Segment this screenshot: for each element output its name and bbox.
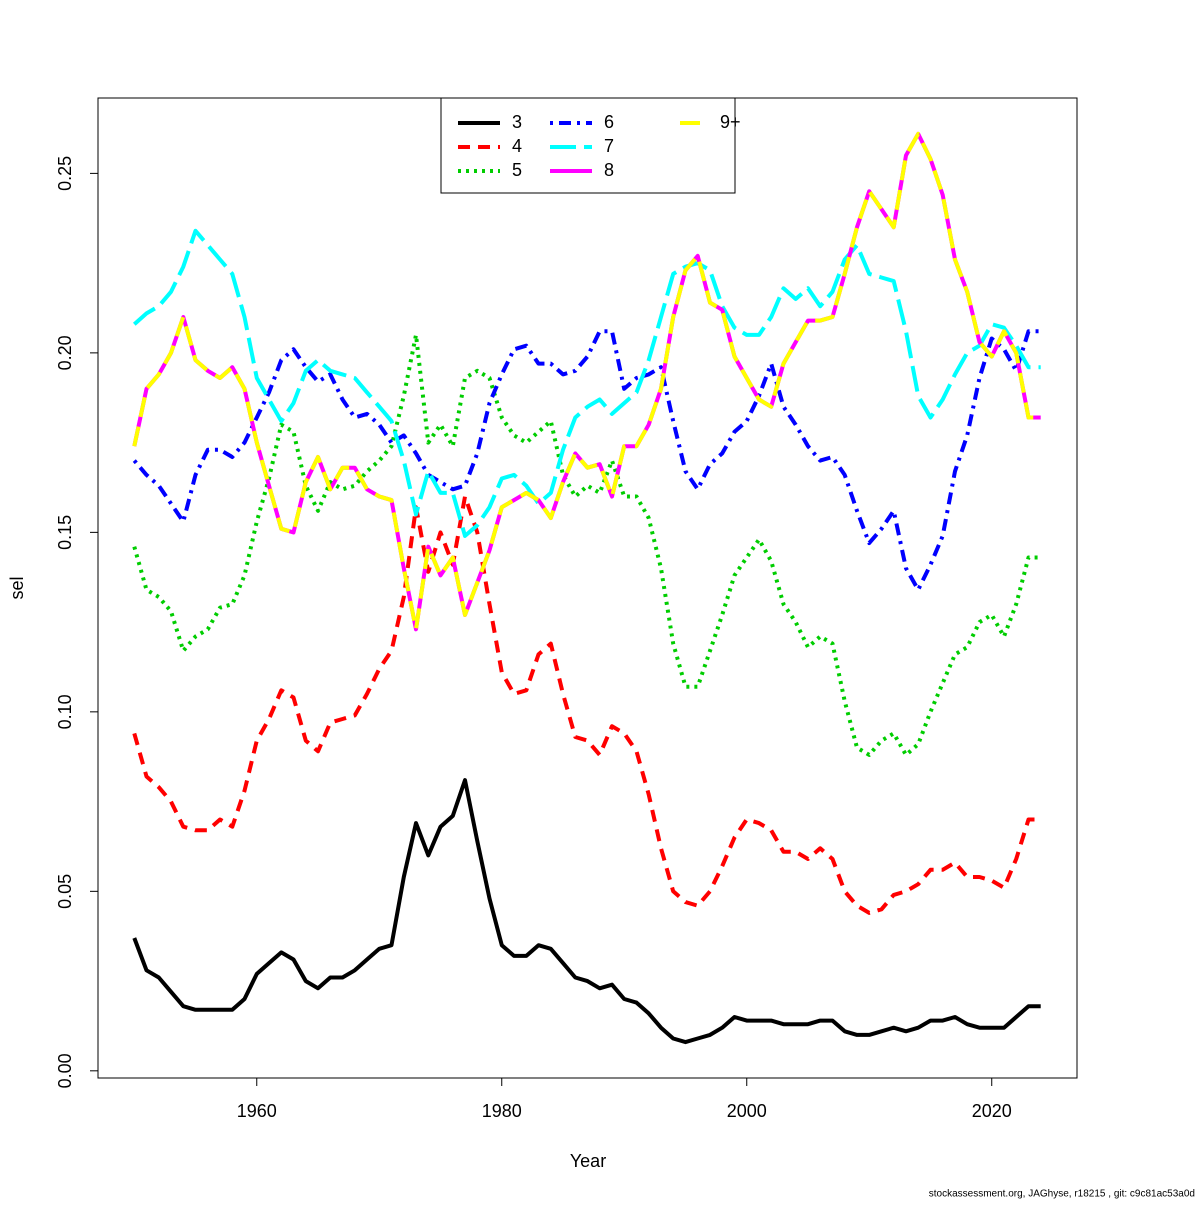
y-tick-label: 0.00 xyxy=(55,1053,75,1088)
y-tick-label: 0.10 xyxy=(55,694,75,729)
series-line xyxy=(132,131,1041,632)
y-tick-label: 0.25 xyxy=(55,156,75,191)
y-tick-label: 0.20 xyxy=(55,335,75,370)
y-tick-label: 0.05 xyxy=(55,874,75,909)
y-tick-label: 0.15 xyxy=(55,515,75,550)
legend-label: 7 xyxy=(604,136,614,156)
legend-label: 9+ xyxy=(720,112,741,132)
plot-box xyxy=(97,97,1078,1079)
footnote: stockassessment.org, JAGhyse, r18215 , g… xyxy=(929,1189,1195,1200)
series-line xyxy=(132,329,1041,592)
x-axis-label: Year xyxy=(570,1151,606,1171)
series-line xyxy=(132,778,1041,1045)
y-axis-label: sel xyxy=(7,576,27,599)
legend-label: 5 xyxy=(512,160,522,180)
legend-label: 3 xyxy=(512,112,522,132)
x-tick-label: 1960 xyxy=(237,1101,277,1121)
x-tick-label: 1980 xyxy=(482,1101,522,1121)
series-line xyxy=(132,228,1041,538)
legend-label: 8 xyxy=(604,160,614,180)
x-tick-label: 2000 xyxy=(727,1101,767,1121)
series-line xyxy=(132,332,1041,757)
x-tick-label: 2020 xyxy=(972,1101,1012,1121)
legend-label: 6 xyxy=(604,112,614,132)
legend-label: 4 xyxy=(512,136,522,156)
